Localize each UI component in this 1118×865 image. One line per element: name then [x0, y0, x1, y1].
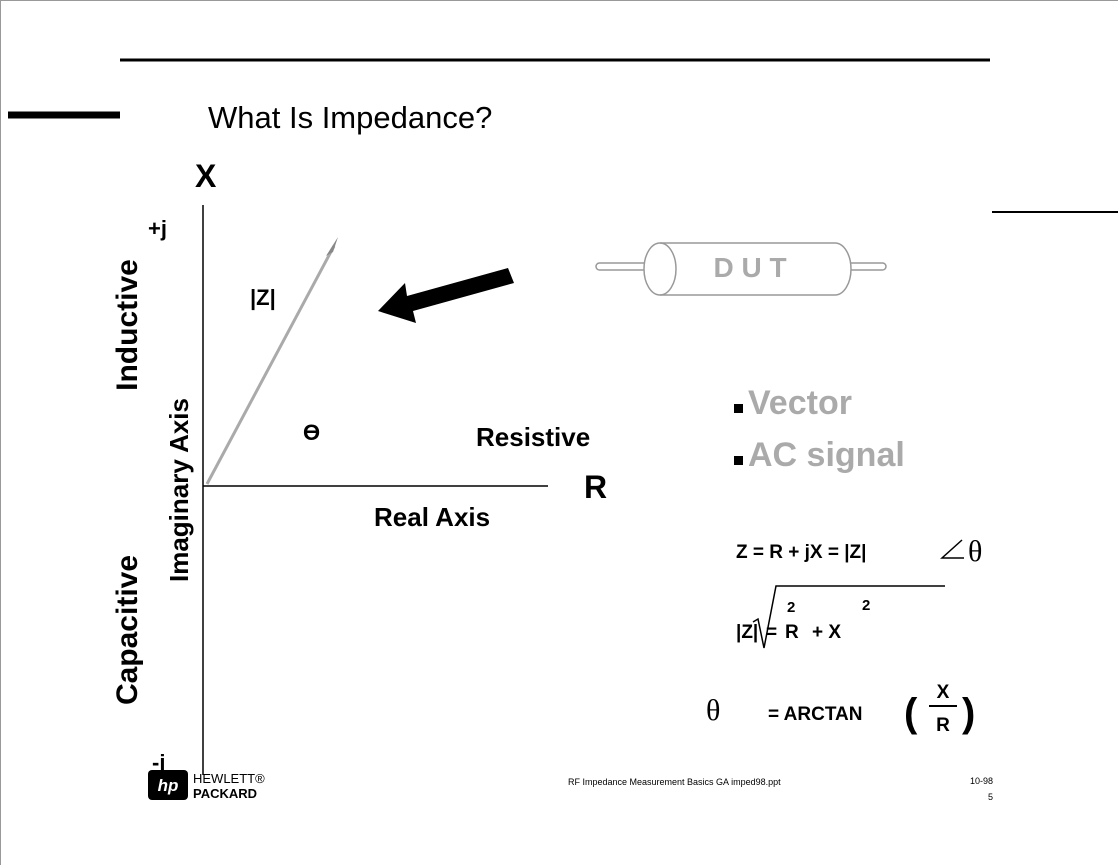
resistive-label: Resistive	[476, 422, 590, 452]
formula-text: + X	[812, 622, 841, 643]
footer-caption: RF Impedance Measurement Basics GA imped…	[568, 777, 781, 787]
slide-title: What Is Impedance?	[208, 100, 492, 135]
formula-symbol: θ	[706, 694, 720, 727]
formula-text: Z = R + jX = |Z|	[736, 542, 866, 563]
bullet-marker	[734, 404, 743, 413]
footer-date: 10-98	[970, 776, 993, 786]
company-name: HEWLETT®	[193, 771, 265, 786]
inductive-label: Inductive	[111, 259, 144, 391]
bullet: AC signal	[748, 436, 905, 474]
angle-symbol	[940, 539, 964, 559]
bottom-label: -j	[152, 750, 165, 775]
radical	[752, 585, 945, 649]
logo-box	[148, 770, 188, 800]
exponent: 2	[862, 597, 870, 614]
fraction-denominator: R	[936, 715, 950, 736]
page-number: 5	[988, 792, 993, 802]
formula-text: |Z|	[736, 622, 758, 643]
x-axis-symbol: R	[584, 469, 607, 505]
formula-paren: )	[962, 691, 975, 735]
formula-text: R	[785, 622, 799, 643]
formula-text: =	[766, 622, 777, 643]
y-axis-symbol: X	[195, 158, 217, 194]
logo-mark: hp	[158, 776, 179, 795]
company-name: PACKARD	[193, 786, 257, 801]
bullet: Vector	[748, 384, 852, 422]
real-axis-label: Real Axis	[374, 502, 490, 532]
top-label: +j	[148, 216, 167, 241]
formula-paren: (	[904, 691, 918, 735]
vector-line	[205, 245, 336, 485]
angle-label: ϴ	[303, 420, 320, 445]
imaginary-axis-label: Imaginary Axis	[164, 398, 194, 582]
formula-symbol: θ	[968, 535, 982, 568]
bullet-marker	[734, 456, 743, 465]
capacitive-label: Capacitive	[111, 555, 144, 705]
dut-component	[595, 242, 887, 296]
vector-label: |Z|	[250, 285, 276, 310]
fraction-numerator: X	[937, 682, 950, 703]
vector-head	[326, 237, 338, 256]
dut-label: D U T	[713, 252, 786, 283]
exponent: 2	[787, 599, 795, 616]
formula-text: = ARCTAN	[768, 704, 862, 725]
pointer-arrow	[378, 268, 514, 323]
